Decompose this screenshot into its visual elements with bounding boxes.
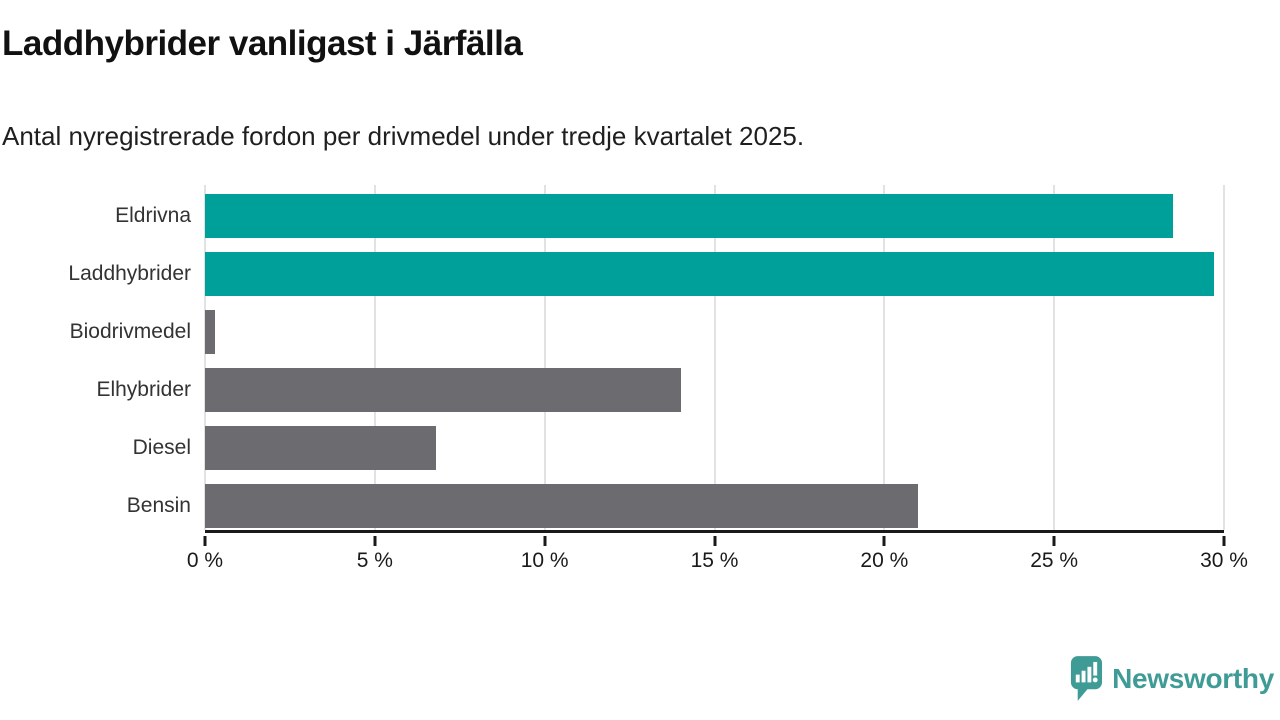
x-axis-tick-label: 5 %: [356, 549, 393, 572]
x-axis-tick-label: 10 %: [520, 549, 569, 572]
x-axis-tick-label: 0 %: [186, 549, 224, 572]
brand-name: Newsworthy: [1112, 662, 1274, 694]
page-subtitle: Antal nyregistrerade fordon per drivmede…: [2, 121, 805, 151]
bar: [205, 252, 1214, 296]
x-axis-tick-mark: [1052, 536, 1056, 546]
x-axis-tick-mark: [373, 536, 377, 546]
gridline: [713, 185, 716, 530]
bar: [205, 194, 1174, 238]
bar: [205, 426, 436, 470]
x-axis-tick-label: 15 %: [690, 549, 739, 572]
category-label: Diesel: [132, 436, 191, 459]
category-labels: Eldrivna Laddhybrider Biodrivmedel Elhybrid…: [0, 185, 191, 533]
plot-area: 0 % 5 % 10 % 15 % 20 % 25 % 30 %: [187, 185, 1248, 572]
category-label: Eldrivna: [115, 204, 191, 227]
category-label: Laddhybrider: [68, 262, 191, 285]
page-title: Laddhybrider vanligast i Järfälla: [2, 24, 523, 63]
bar: [205, 484, 919, 528]
gridline: [373, 185, 376, 530]
gridline: [1223, 185, 1225, 530]
gridline: [543, 185, 546, 530]
brand-logo: Newsworthy: [1068, 655, 1274, 702]
x-axis-tick-mark: [713, 536, 716, 546]
x-axis-tick-mark: [1222, 536, 1226, 546]
category-label: Elhybrider: [96, 378, 191, 401]
bar-chart: Eldrivna Laddhybrider Biodrivmedel Elhybrid…: [0, 185, 1280, 595]
x-axis-tick-label: 20 %: [860, 549, 909, 572]
x-axis-tick-label: 25 %: [1030, 549, 1079, 572]
gridline: [1053, 185, 1056, 530]
gridline: [204, 185, 206, 530]
x-axis-tick-mark: [882, 536, 886, 546]
category-label: Bensin: [126, 494, 191, 517]
x-axis-tick-label: 30 %: [1200, 549, 1248, 572]
x-axis-tick-mark: [203, 536, 207, 546]
category-label: Biodrivmedel: [69, 320, 191, 343]
bar: [205, 368, 681, 412]
bar: [205, 310, 216, 354]
x-axis-tick-mark: [543, 536, 547, 546]
newsworthy-icon: [1070, 656, 1103, 701]
gridline: [883, 185, 886, 530]
